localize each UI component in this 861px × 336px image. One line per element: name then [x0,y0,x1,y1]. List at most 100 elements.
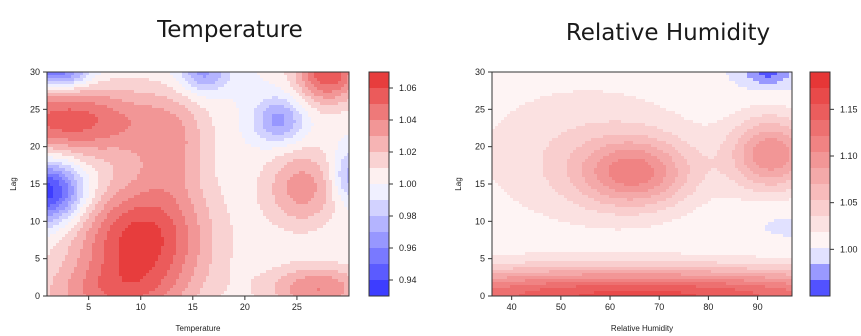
heatmap-cell [59,156,63,160]
heatmap-cell [209,120,213,124]
heatmap-cell [116,291,120,295]
heatmap-cell [59,147,63,151]
heatmap-cell [140,177,144,181]
heatmap-cell [233,129,237,133]
heatmap-cell [158,213,162,217]
heatmap-cell [155,210,159,214]
heatmap-cell [131,270,135,274]
heatmap-cell [233,162,237,166]
heatmap-cell [68,180,72,184]
heatmap-cell [47,264,51,268]
heatmap-cell [137,285,141,289]
heatmap-cell [197,81,201,85]
heatmap-cell [206,177,210,181]
heatmap-cell [77,144,81,148]
heatmap-cell [173,213,177,217]
heatmap-cell [68,228,72,232]
heatmap-cell [56,108,60,112]
heatmap-cell [218,156,222,160]
heatmap-cell [59,183,63,187]
heatmap-cell [203,291,207,295]
heatmap-cell [152,273,156,277]
heatmap-cell [194,270,198,274]
heatmap-cell [134,132,138,136]
heatmap-cell [179,108,183,112]
heatmap-cell [140,246,144,250]
heatmap-cell [230,222,234,226]
heatmap-cell [176,252,180,256]
heatmap-cell [98,237,102,241]
heatmap-cell [125,138,129,142]
heatmap-cell [179,183,183,187]
heatmap-cell [86,96,90,100]
heatmap-cell [125,117,129,121]
heatmap-cell [128,270,132,274]
heatmap-cell [227,195,231,199]
heatmap-cell [95,123,99,127]
heatmap-cell [83,174,87,178]
heatmap-cell [86,276,90,280]
heatmap-cell [212,285,216,289]
heatmap-cell [92,105,96,109]
heatmap-cell [224,147,228,151]
heatmap-cell [182,276,186,280]
heatmap-cell [185,261,189,265]
heatmap-cell [149,213,153,217]
heatmap-cell [164,162,168,166]
heatmap-cell [182,165,186,169]
heatmap-cell [122,261,126,265]
heatmap-cell [143,255,147,259]
heatmap-cell [203,225,207,229]
heatmap-cell [164,180,168,184]
heatmap-cell [143,168,147,172]
heatmap-cell [182,219,186,223]
heatmap-cell [128,225,132,229]
heatmap-cell [155,225,159,229]
heatmap-cell [185,273,189,277]
heatmap-cell [131,93,135,97]
heatmap-cell [143,216,147,220]
heatmap-cell [245,159,249,163]
heatmap-cell [131,225,135,229]
heatmap-cell [221,231,225,235]
heatmap-cell [242,132,246,136]
heatmap-cell [137,171,141,175]
heatmap-cell [122,237,126,241]
heatmap-cell [95,117,99,121]
heatmap-cell [155,159,159,163]
heatmap-cell [221,114,225,118]
heatmap-cell [101,99,105,103]
heatmap-cell [146,252,150,256]
heatmap-cell [119,78,123,82]
heatmap-cell [125,255,129,259]
heatmap-cell [227,240,231,244]
heatmap-cell [116,249,120,253]
heatmap-cell [113,225,117,229]
heatmap-cell [167,285,171,289]
heatmap-cell [245,123,249,127]
heatmap-cell [98,120,102,124]
heatmap-cell [233,120,237,124]
heatmap-cell [47,108,51,112]
heatmap-cell [101,102,105,106]
heatmap-cell [74,111,78,115]
heatmap-cell [68,141,72,145]
heatmap-cell [116,219,120,223]
heatmap-cell [50,201,54,205]
heatmap-cell [71,72,75,76]
heatmap-cell [119,141,123,145]
heatmap-cell [161,153,165,157]
heatmap-cell [233,237,237,241]
heatmap-cell [206,111,210,115]
heatmap-cell [107,252,111,256]
heatmap-cell [233,264,237,268]
heatmap-cell [152,174,156,178]
heatmap-cell [239,237,243,241]
heatmap-cell [98,87,102,91]
heatmap-cell [134,90,138,94]
heatmap-cell [245,72,249,76]
heatmap-cell [74,150,78,154]
heatmap-cell [116,108,120,112]
heatmap-cell [173,294,177,297]
heatmap-cell [113,177,117,181]
